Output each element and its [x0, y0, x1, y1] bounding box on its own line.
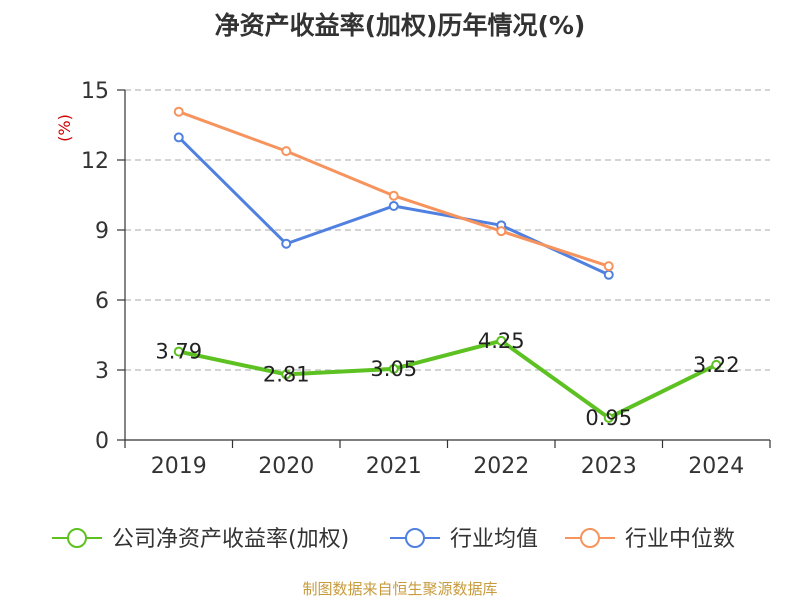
data-label: 3.22 — [693, 353, 740, 377]
x-tick-label: 2020 — [258, 454, 314, 479]
series-layer — [173, 106, 722, 423]
data-point — [496, 335, 507, 346]
data-point — [281, 146, 292, 157]
legend-label: 行业中位数 — [625, 527, 735, 552]
data-point — [173, 106, 184, 117]
y-tick-label: 0 — [95, 429, 109, 454]
y-tick-label: 3 — [95, 359, 109, 384]
legend-marker — [405, 528, 425, 548]
series-line — [178, 338, 718, 420]
x-tick-label: 2024 — [688, 454, 744, 479]
legend-marker — [67, 528, 87, 548]
data-point — [281, 369, 292, 380]
data-point — [603, 269, 614, 280]
data-label: 3.79 — [155, 340, 202, 364]
data-point — [173, 346, 184, 357]
legend-label: 公司净资产收益率(加权) — [112, 527, 349, 552]
data-label: 2.81 — [263, 362, 310, 386]
data-point — [388, 200, 399, 211]
data-label: 4.25 — [478, 329, 525, 353]
y-tick-label: 6 — [95, 289, 109, 314]
series-line — [178, 110, 610, 268]
legend-label: 行业均值 — [450, 527, 538, 552]
y-tick-label: 15 — [81, 79, 109, 104]
y-axis-label: (%) — [55, 114, 74, 142]
axes: 0 3 6 9 12 15 2019 2020 2021 2022 2023 2024 — [81, 79, 771, 479]
y-tick-label: 9 — [95, 219, 109, 244]
y-tick-label: 12 — [81, 149, 109, 174]
source-note: 制图数据来自恒生聚源数据库 — [302, 580, 497, 598]
data-point — [173, 132, 184, 143]
data-point — [388, 363, 399, 374]
legend: 公司净资产收益率(加权) 行业均值 行业中位数 — [52, 527, 735, 552]
data-point — [281, 238, 292, 249]
data-point — [496, 226, 507, 237]
data-point — [603, 261, 614, 272]
legend-marker — [580, 528, 600, 548]
x-tick-label: 2023 — [581, 454, 637, 479]
data-point — [603, 412, 614, 423]
x-tick-label: 2019 — [151, 454, 207, 479]
data-label: 3.05 — [370, 357, 417, 381]
x-tick-label: 2021 — [366, 454, 422, 479]
data-labels: 3.79 2.81 3.05 4.25 0.95 3.22 — [155, 329, 739, 430]
data-point — [388, 190, 399, 201]
data-point — [711, 359, 722, 370]
chart-title: 净资产收益率(加权)历年情况(%) — [215, 11, 586, 40]
data-label: 0.95 — [585, 406, 632, 430]
x-tick-label: 2022 — [473, 454, 529, 479]
gridlines — [125, 89, 770, 371]
